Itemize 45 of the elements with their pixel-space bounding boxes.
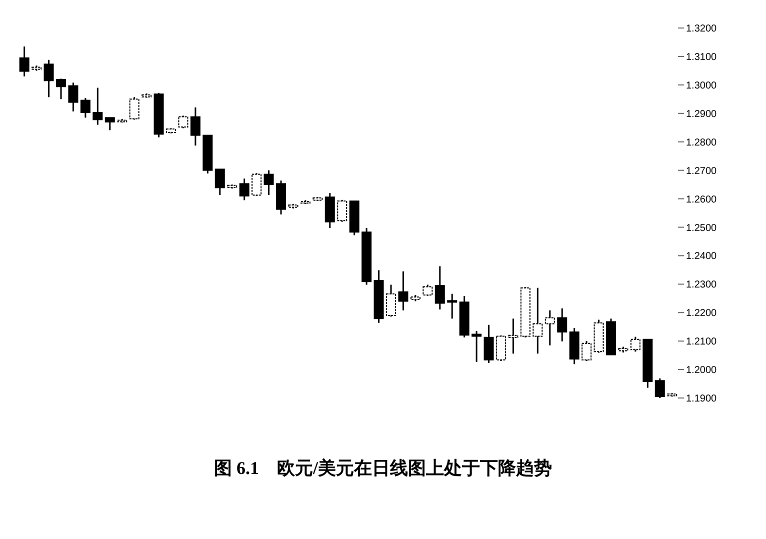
- candlestick: [337, 199, 348, 223]
- y-tick-label: 1.2200: [686, 308, 718, 320]
- y-tick-label: 1.3100: [686, 52, 718, 64]
- candlestick: [178, 114, 188, 129]
- candlestick: [654, 378, 665, 398]
- y-tick-label: 1.3200: [686, 24, 718, 35]
- candlestick: [422, 284, 433, 297]
- candlestick: [447, 293, 458, 320]
- candlestick: [544, 310, 555, 346]
- y-tick-label: 1.2600: [686, 194, 718, 206]
- candlestick: [398, 270, 408, 312]
- candlestick: [630, 336, 640, 352]
- candlestick: [19, 46, 30, 78]
- y-tick-label: 1.2800: [686, 137, 718, 148]
- candlestick: [434, 265, 445, 310]
- candlestick: [190, 106, 200, 146]
- candlestick: [129, 96, 140, 120]
- y-tick-label: 1.2100: [686, 336, 718, 348]
- y-tick-label: 1.1900: [686, 394, 718, 405]
- y-tick-label: 1.2400: [686, 251, 718, 262]
- candlestick: [92, 87, 103, 126]
- candlestick: [239, 178, 250, 201]
- candlestick: [582, 340, 592, 362]
- candlestick: [532, 287, 543, 354]
- candlestick: [56, 78, 66, 100]
- y-tick-label: 1.2500: [686, 222, 718, 234]
- text: 图 6.1 欧元/美元在日线图上处于下降趋势: [212, 457, 553, 480]
- candlestick: [484, 324, 494, 364]
- y-tick-label: 1.2700: [686, 166, 718, 177]
- candlestick: [252, 172, 262, 197]
- y-tick-label: 1.2300: [686, 280, 718, 291]
- candlestick: [472, 330, 482, 363]
- y-tick-label: 1.3000: [686, 80, 718, 92]
- candlestick: [104, 116, 115, 131]
- candlestick: [386, 284, 396, 318]
- y-tick-label: 1.2900: [686, 108, 718, 120]
- candlestick: [264, 170, 274, 196]
- candlestick: [496, 334, 506, 362]
- candlestick: [557, 308, 568, 342]
- candlestick: [68, 82, 78, 112]
- candlestick: [80, 97, 90, 118]
- candlestick: [508, 318, 518, 354]
- candlestick: [214, 168, 225, 196]
- y-tick-label: 1.2000: [686, 365, 718, 376]
- candlestick: [44, 59, 54, 98]
